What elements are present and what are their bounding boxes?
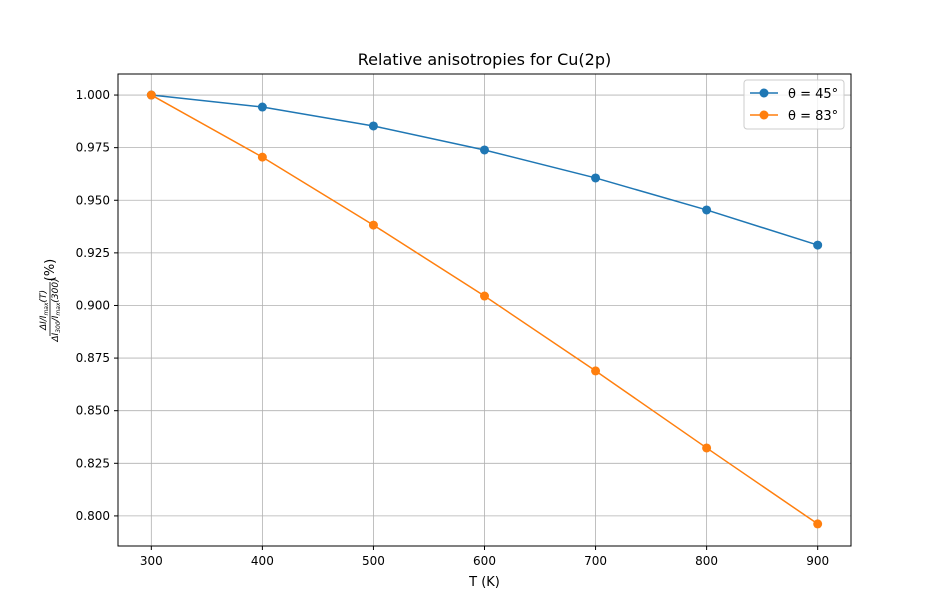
legend-marker-45 (759, 88, 769, 98)
y-tick-label: 0.925 (76, 246, 110, 260)
legend-marker-83 (759, 110, 769, 120)
y-axis-label: ΔI/Imax(T) ΔI300/Imax(300) (%) (39, 259, 62, 343)
svg-text:(%): (%) (43, 259, 58, 282)
data-point-0-3 (480, 145, 489, 155)
data-point-1-2 (368, 220, 378, 230)
y-tick-label: 0.875 (76, 351, 110, 365)
x-tick-label: 600 (473, 554, 496, 568)
svg-text:ΔI300/Imax(300): ΔI300/Imax(300) (51, 278, 62, 342)
y-tick-label: 0.825 (76, 456, 110, 470)
data-point-1-1 (257, 152, 267, 162)
legend-label-83: θ = 83° (788, 109, 838, 124)
x-tick-label: 900 (806, 554, 829, 568)
x-tick-label: 300 (140, 554, 163, 568)
data-point-0-2 (368, 121, 378, 131)
x-tick-label: 800 (695, 554, 718, 568)
y-tick-label: 0.800 (76, 509, 110, 523)
x-tick-label: 700 (584, 554, 607, 568)
data-point-1-5 (702, 443, 712, 453)
svg-text:ΔI/Imax(T): ΔI/Imax(T) (39, 290, 50, 331)
x-axis-label: T (K) (468, 575, 500, 590)
x-tick-label: 400 (251, 554, 274, 568)
data-point-1-0 (146, 90, 156, 100)
data-point-0-4 (591, 173, 601, 183)
y-tick-label: 0.900 (76, 298, 110, 312)
data-point-0-6 (813, 240, 823, 250)
grid (118, 74, 851, 546)
x-tick-label: 500 (362, 554, 385, 568)
ticks: 300 400 500 600 700 800 900 0.800 0.825 0.850 0.87… (76, 88, 829, 568)
y-tick-label: 1.000 (76, 88, 110, 102)
data-point-0-1 (257, 102, 267, 112)
chart-title: Relative anisotropies for Cu(2p) (358, 50, 612, 69)
data-point-1-3 (480, 291, 489, 301)
y-tick-label: 0.975 (76, 141, 110, 155)
y-tick-label: 0.950 (76, 193, 110, 207)
legend-label-45: θ = 45° (788, 87, 838, 102)
y-tick-label: 0.850 (76, 404, 110, 418)
series-layer (146, 90, 823, 529)
legend: θ = 45° θ = 83° (743, 79, 845, 130)
data-point-1-6 (813, 519, 823, 529)
data-point-0-5 (702, 205, 712, 215)
data-point-1-4 (591, 366, 601, 376)
